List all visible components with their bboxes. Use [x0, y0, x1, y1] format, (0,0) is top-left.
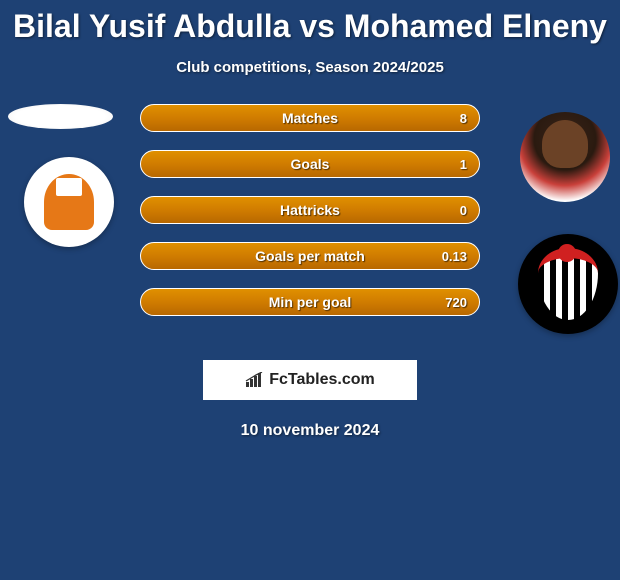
stat-row-matches: Matches 8: [140, 104, 480, 132]
stat-bars: Matches 8 Goals 1 Hattricks 0 Goals per …: [140, 104, 480, 334]
stat-row-min-per-goal: Min per goal 720: [140, 288, 480, 316]
club-right-badge-icon: [538, 248, 598, 320]
page-subtitle: Club competitions, Season 2024/2025: [0, 59, 620, 76]
date-text: 10 november 2024: [0, 422, 620, 440]
club-left-badge-icon: [44, 174, 94, 230]
stat-row-hattricks: Hattricks 0: [140, 196, 480, 224]
stat-label: Matches: [282, 110, 338, 126]
player-right-avatar: [520, 112, 610, 202]
club-right-badge: [518, 234, 618, 334]
stat-row-goals: Goals 1: [140, 150, 480, 178]
bar-chart-icon: [245, 372, 265, 388]
brand-box: FcTables.com: [203, 360, 417, 400]
stat-right-value: 8: [460, 111, 467, 126]
stat-right-value: 0.13: [442, 249, 467, 264]
stat-label: Hattricks: [280, 202, 340, 218]
stats-area: Matches 8 Goals 1 Hattricks 0 Goals per …: [0, 104, 620, 344]
stat-right-value: 1: [460, 157, 467, 172]
stat-right-value: 0: [460, 203, 467, 218]
player-left-avatar: [8, 104, 113, 129]
stat-label: Goals: [291, 156, 330, 172]
stat-row-goals-per-match: Goals per match 0.13: [140, 242, 480, 270]
stat-label: Goals per match: [255, 248, 365, 264]
club-left-badge: [24, 157, 114, 247]
stat-right-value: 720: [445, 295, 467, 310]
page-title: Bilal Yusif Abdulla vs Mohamed Elneny: [0, 0, 620, 45]
stat-label: Min per goal: [269, 294, 351, 310]
brand-text: FcTables.com: [269, 371, 375, 389]
